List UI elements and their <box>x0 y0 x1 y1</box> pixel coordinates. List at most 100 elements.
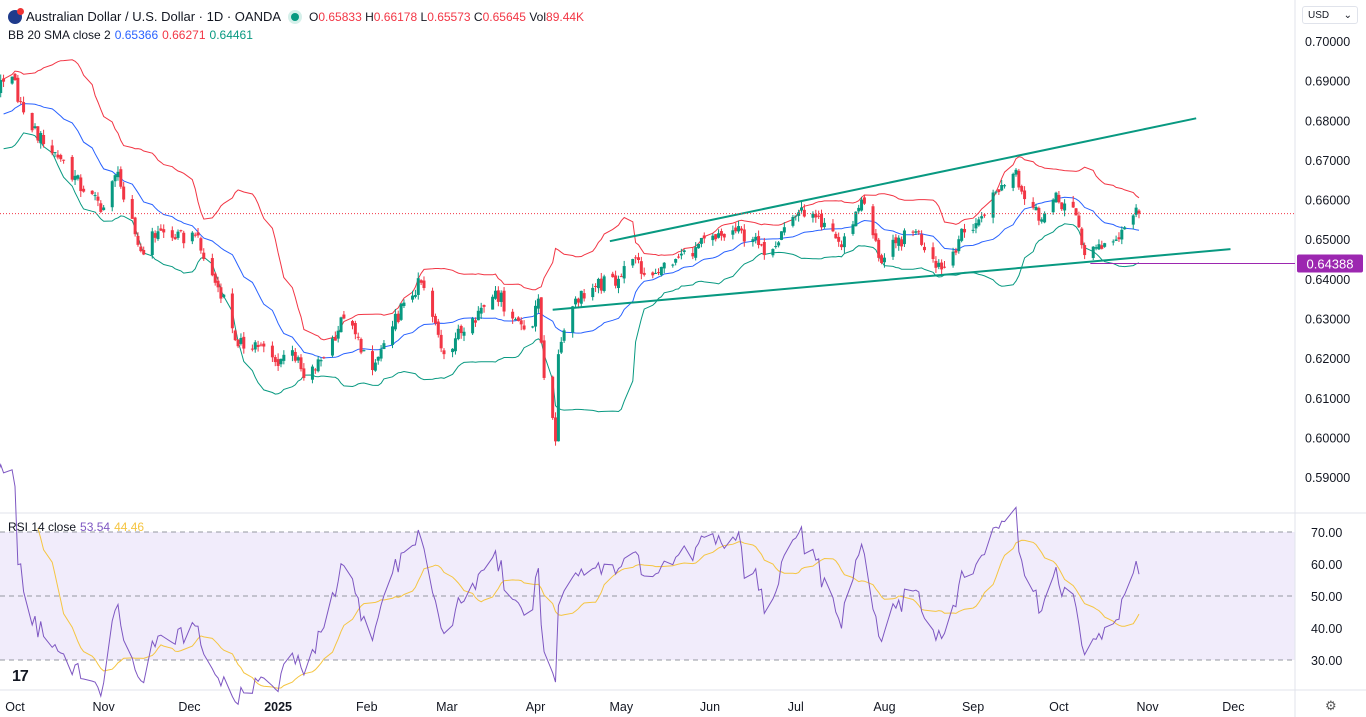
candle-body <box>671 264 675 266</box>
candle-body <box>911 231 915 233</box>
bb-label: BB 20 SMA close 2 <box>8 28 111 42</box>
candle-body <box>574 298 578 305</box>
candle-body <box>436 321 440 335</box>
candle-body <box>379 349 383 359</box>
candle-body <box>1020 186 1024 192</box>
tradingview-logo[interactable]: 17 <box>12 668 29 685</box>
symbol-title[interactable]: Australian Dollar / U.S. Dollar · 1D · O… <box>26 9 282 24</box>
candle-body <box>199 238 203 251</box>
axes[interactable]: 0.70000 0.69000 0.68000 0.67000 0.66000 0.650… <box>5 35 1350 714</box>
candle-body <box>759 244 763 246</box>
candle-body <box>491 296 495 310</box>
rsi-ma-value: 44.46 <box>114 520 145 534</box>
candle-body <box>193 234 197 236</box>
candle-body <box>499 292 503 302</box>
time-tick-label: Jul <box>788 700 804 714</box>
candle-body <box>333 337 337 341</box>
bb-legend[interactable]: BB 20 SMA close 2 0.65366 0.66271 0.6446… <box>8 28 253 42</box>
candle-body <box>10 76 14 84</box>
candle-body <box>293 351 297 361</box>
candle-body <box>219 287 223 299</box>
candle-body <box>694 247 698 258</box>
candle-body <box>599 278 603 291</box>
time-tick-label: Dec <box>178 700 200 714</box>
candle-body <box>76 175 80 179</box>
candle-body <box>411 295 415 300</box>
candle-body <box>800 207 803 211</box>
candle-body <box>940 262 944 270</box>
candle-body <box>1123 227 1127 230</box>
time-tick-label: Aug <box>873 700 895 714</box>
time-tick-label: Apr <box>526 700 545 714</box>
candle-body <box>1074 208 1078 216</box>
candle-body <box>462 331 466 336</box>
candle-body <box>516 317 520 321</box>
candle-body <box>559 341 563 353</box>
candle-body <box>182 232 186 244</box>
candle-body <box>122 186 126 200</box>
candle-body <box>396 313 400 322</box>
candle-body <box>674 259 678 263</box>
drawings[interactable]: 0.64388 <box>0 117 1363 311</box>
candle-body <box>677 256 681 258</box>
candle-body <box>514 319 517 321</box>
candle-body <box>159 228 163 231</box>
time-tick-label: Nov <box>1136 700 1159 714</box>
candle-body <box>1103 243 1107 247</box>
candle-body <box>142 250 146 255</box>
candle-body <box>482 305 486 307</box>
candle-body <box>536 298 540 309</box>
candle-body <box>1100 245 1104 249</box>
candle-body <box>242 336 246 349</box>
candle-body <box>279 358 283 365</box>
candle-body <box>50 145 54 154</box>
symbol-legend[interactable]: Australian Dollar / U.S. Dollar · 1D · O… <box>8 7 584 24</box>
candle-body <box>682 250 686 252</box>
candle-body <box>319 360 323 362</box>
currency-select[interactable]: USD ⌄ <box>1302 6 1358 24</box>
candle-body <box>156 231 160 240</box>
candle-body <box>576 298 580 303</box>
candle-body <box>1080 228 1084 246</box>
candle-body <box>13 73 17 81</box>
candle-body <box>382 343 386 350</box>
rsi-tick-label: 60.00 <box>1311 558 1342 572</box>
candle-body <box>210 258 214 276</box>
candle-body <box>419 280 423 283</box>
bollinger-bands <box>3 59 1140 413</box>
candle-body <box>534 305 538 327</box>
rsi-legend[interactable]: RSI 14 close 53.54 44.46 <box>8 520 144 534</box>
candle-body <box>1017 170 1021 188</box>
settings-icon[interactable]: ⚙ <box>1325 698 1337 713</box>
candle-body <box>554 417 558 442</box>
candle-body <box>611 273 615 278</box>
candles <box>0 72 1141 446</box>
candle-body <box>817 215 821 217</box>
time-tick-label: May <box>610 700 634 714</box>
candle-body <box>1057 194 1061 203</box>
candle-body <box>634 257 638 259</box>
bb-upper-value: 0.66271 <box>162 28 206 42</box>
candle-body <box>657 272 660 274</box>
candle-body <box>894 237 898 244</box>
candle-body <box>250 348 254 350</box>
candle-body <box>391 326 395 345</box>
candle-body <box>1003 185 1007 187</box>
candle-body <box>133 217 137 235</box>
candle-body <box>862 197 866 204</box>
candle-body <box>679 253 683 256</box>
rsi-tick-label: 50.00 <box>1311 590 1342 604</box>
candle-body <box>991 192 995 218</box>
candle-body <box>934 260 938 268</box>
candle-body <box>914 231 918 233</box>
candle-body <box>170 230 174 238</box>
candle-body <box>1091 246 1095 258</box>
candle-body <box>1060 202 1064 210</box>
time-tick-label: 2025 <box>264 700 292 714</box>
candle-body <box>722 233 726 238</box>
candle-body <box>1114 239 1118 241</box>
rsi-tick-label: 40.00 <box>1311 622 1342 636</box>
candle-body <box>110 181 114 208</box>
candle-body <box>270 345 274 358</box>
